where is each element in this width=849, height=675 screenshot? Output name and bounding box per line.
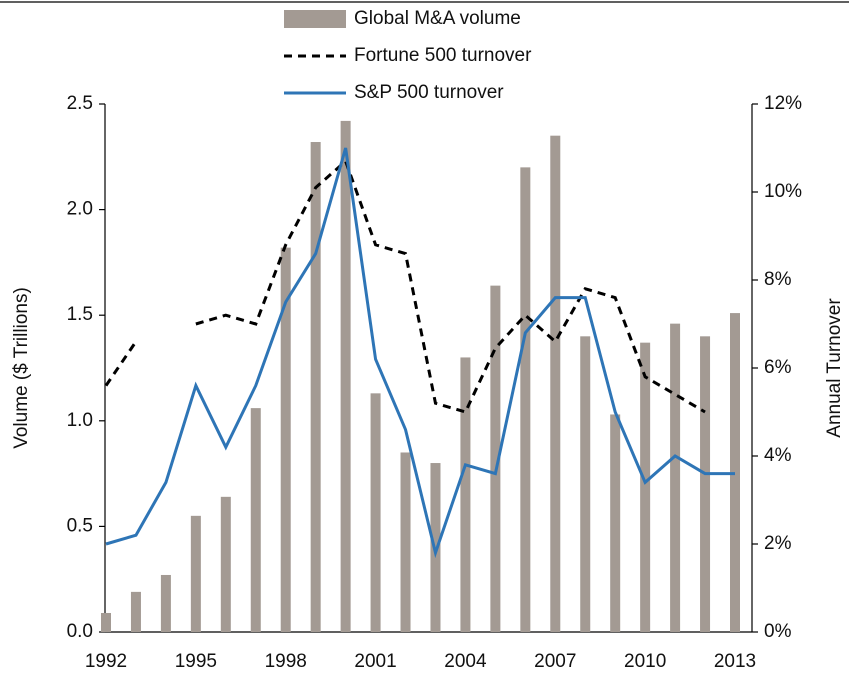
y2-tick-label: 6% [764,357,792,378]
y-tick-label: 0.0 [67,621,93,642]
y-axis-label: Volume ($ Trillions) [11,287,32,449]
y-tick-label: 1.0 [67,410,93,431]
bar [370,393,381,632]
y2-tick-label: 12% [764,93,802,114]
bar [250,408,261,632]
x-tick-label: 2001 [354,651,396,672]
line [105,147,735,559]
bar [670,323,681,632]
bar [550,135,561,632]
x-tick-label: 1995 [175,651,217,672]
x-tick-label: 1998 [265,651,307,672]
y-tick-label: 2.0 [67,199,93,220]
bar [220,496,231,632]
legend-swatch [284,10,346,28]
legend-label: Global M&A volume [354,8,521,29]
bar [160,574,171,632]
y2-tick-label: 10% [764,181,802,202]
x-tick-label: 2004 [444,651,487,672]
bar [520,167,531,633]
bar [490,285,501,632]
y2-tick-label: 2% [764,533,792,554]
x-tick-label: 1992 [85,651,127,672]
bar [280,247,291,632]
bar [580,336,591,632]
bar [340,120,351,633]
legend-label: Fortune 500 turnover [354,45,532,66]
x-tick-label: 2007 [534,651,576,672]
bar [130,591,141,632]
y-tick-label: 2.5 [67,93,93,114]
legend-label: S&P 500 turnover [354,82,504,103]
line [104,158,706,414]
bar [101,612,111,632]
y2-tick-label: 8% [764,269,792,290]
bar [610,414,621,632]
bar [190,515,201,632]
y-tick-label: 1.5 [67,304,93,325]
y2-axis-label: Annual Turnover [824,298,845,438]
bar [460,357,471,632]
x-tick-label: 2013 [714,651,756,672]
bar [640,342,651,632]
bar [700,336,711,632]
bar [310,142,321,633]
bar [400,452,411,632]
y2-tick-label: 4% [764,445,792,466]
y-tick-label: 0.5 [67,515,93,536]
x-tick-label: 2010 [624,651,666,672]
y2-tick-label: 0% [764,621,792,642]
